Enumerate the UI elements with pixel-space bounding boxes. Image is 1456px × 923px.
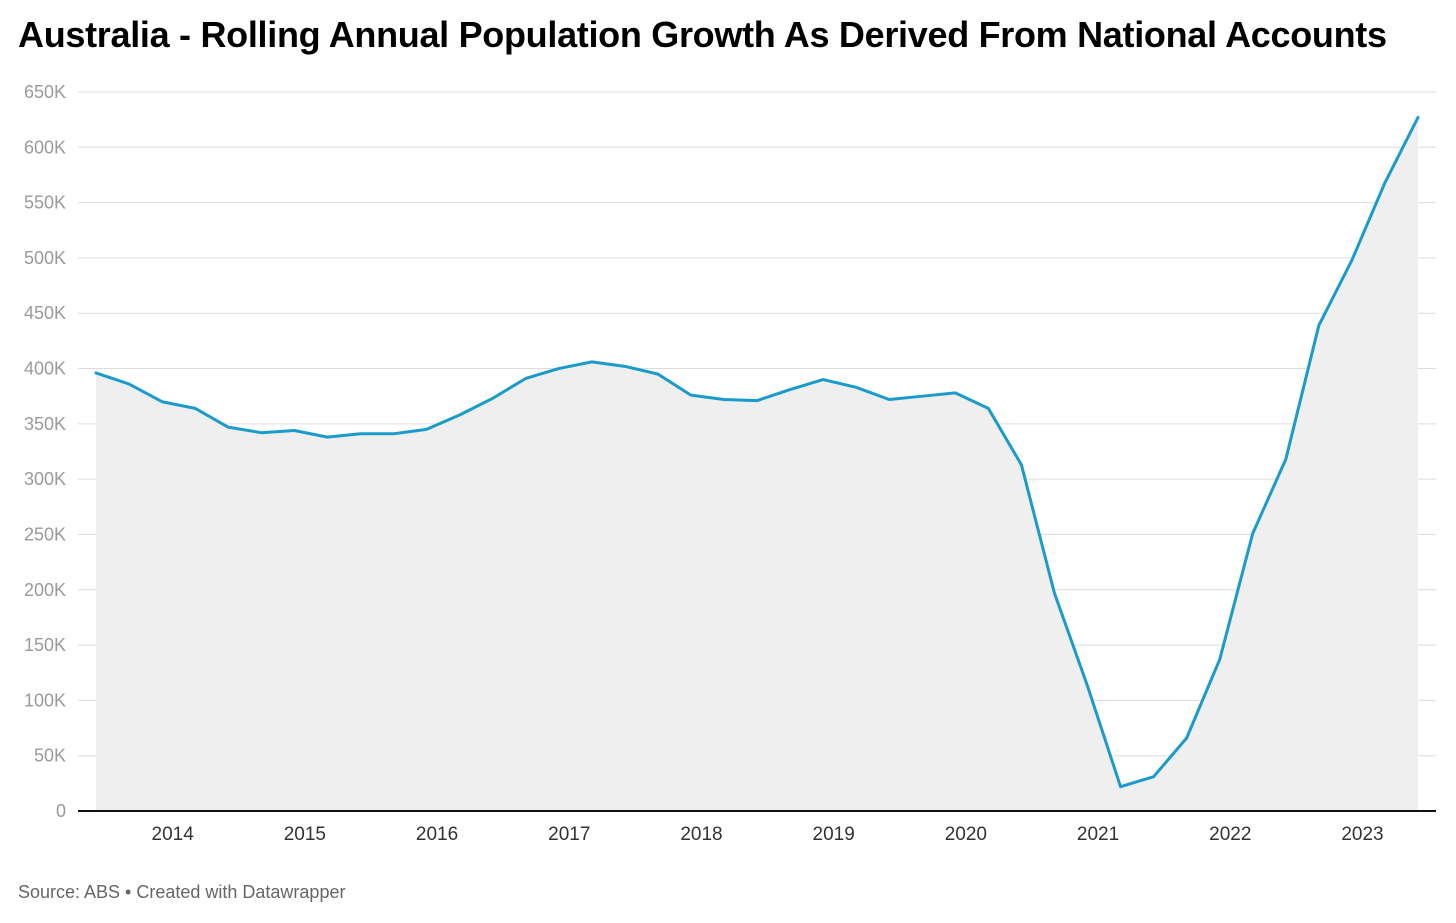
x-tick-label: 2019 <box>813 824 855 845</box>
y-tick-label: 250K <box>24 524 66 544</box>
y-tick-label: 150K <box>24 635 66 655</box>
x-tick-label: 2016 <box>416 824 458 845</box>
y-tick-label: 50K <box>34 746 66 766</box>
x-tick-label: 2020 <box>945 824 987 845</box>
x-tick-label: 2014 <box>152 824 195 845</box>
y-axis-ticks: 0 50K 100K 150K 200K 250K 300K 350K 400K 450K 500K… <box>24 82 66 821</box>
area-fill <box>96 117 1418 811</box>
y-tick-label: 0 <box>56 801 66 821</box>
y-tick-label: 500K <box>24 248 66 268</box>
y-tick-label: 600K <box>24 137 66 157</box>
y-tick-label: 200K <box>24 580 66 600</box>
source-footer: Source: ABS • Created with Datawrapper <box>18 882 346 902</box>
y-tick-label: 550K <box>24 193 66 213</box>
series-line <box>94 115 1420 789</box>
chart-title: Australia - Rolling Annual Population Gr… <box>18 14 1387 55</box>
x-tick-label: 2022 <box>1209 824 1251 845</box>
x-axis-ticks: 2014 2015 2016 2017 2018 2019 2020 2021 2022 2023 <box>152 824 1384 845</box>
x-tick-label: 2015 <box>284 824 326 845</box>
x-tick-label: 2021 <box>1077 824 1119 845</box>
x-tick-label: 2023 <box>1341 824 1383 845</box>
y-tick-label: 300K <box>24 469 66 489</box>
y-tick-label: 350K <box>24 414 66 434</box>
y-tick-label: 400K <box>24 359 66 379</box>
y-tick-label: 100K <box>24 690 66 710</box>
y-tick-label: 650K <box>24 82 66 102</box>
y-tick-label: 450K <box>24 303 66 323</box>
x-tick-label: 2018 <box>680 824 722 845</box>
x-tick-label: 2017 <box>548 824 590 845</box>
